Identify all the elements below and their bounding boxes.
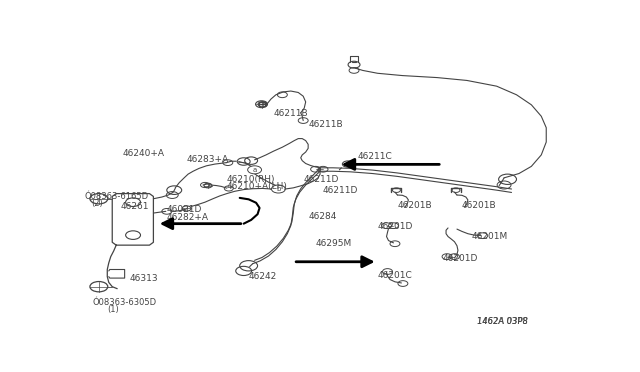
- Text: 46283+A: 46283+A: [187, 155, 228, 164]
- Text: 46261: 46261: [121, 202, 149, 211]
- Text: 46211B: 46211B: [273, 109, 308, 118]
- Text: 46211C: 46211C: [358, 152, 392, 161]
- Text: 46211B: 46211B: [308, 121, 343, 129]
- Text: 46201M: 46201M: [472, 232, 508, 241]
- Circle shape: [125, 231, 141, 240]
- Text: 46313: 46313: [129, 273, 158, 283]
- Text: 46295M: 46295M: [316, 239, 352, 248]
- Text: 46210(RH): 46210(RH): [227, 175, 275, 184]
- Text: (2): (2): [91, 199, 102, 208]
- Text: 46210+A(LH): 46210+A(LH): [227, 182, 287, 191]
- Circle shape: [271, 185, 285, 193]
- Text: 46211D: 46211D: [323, 186, 358, 195]
- Text: 46211D: 46211D: [303, 175, 339, 184]
- Text: a: a: [252, 167, 257, 173]
- Text: 1462A 03P8: 1462A 03P8: [477, 317, 528, 326]
- Circle shape: [248, 166, 262, 174]
- Text: 1462A 03P8: 1462A 03P8: [477, 317, 527, 326]
- Text: 46242: 46242: [249, 272, 277, 281]
- Text: 46201D: 46201D: [378, 222, 413, 231]
- Text: Ó08363-6305D: Ó08363-6305D: [92, 298, 157, 307]
- Text: 46201B: 46201B: [462, 201, 497, 209]
- Text: 46201B: 46201B: [397, 201, 432, 209]
- Text: 46240+A: 46240+A: [122, 149, 164, 158]
- Circle shape: [125, 198, 141, 206]
- Text: 46201D: 46201D: [442, 254, 477, 263]
- Text: Ó08363-6165D: Ó08363-6165D: [85, 192, 149, 201]
- Text: 46201C: 46201C: [378, 271, 412, 280]
- Text: (1): (1): [108, 305, 119, 314]
- Text: 46282+A: 46282+A: [167, 214, 209, 222]
- Text: 46284: 46284: [308, 212, 337, 221]
- Text: 46021D: 46021D: [167, 205, 202, 214]
- Text: b: b: [276, 186, 280, 192]
